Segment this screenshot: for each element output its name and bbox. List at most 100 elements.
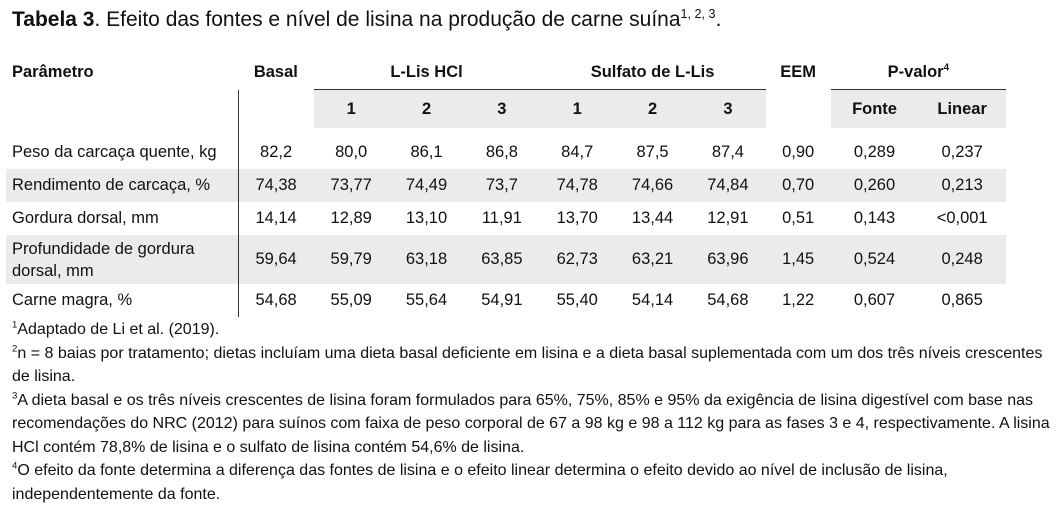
spacer-cell <box>615 128 690 136</box>
cell: 55,40 <box>556 291 598 309</box>
table-row: Gordura dorsal, mm 14,14 12,89 13,10 11,… <box>6 202 1006 235</box>
cell-eem: 1,45 <box>782 250 815 268</box>
cell: 87,5 <box>636 143 669 161</box>
footnote: 3A dieta basal e os três níveis crescent… <box>12 389 1052 460</box>
cell-linear: 0,248 <box>941 250 983 268</box>
subheader-sulfato-1: 1 <box>539 89 615 128</box>
cell-linear: 0,237 <box>941 143 983 161</box>
subheader-sulfato-3: 3 <box>690 89 766 128</box>
header-pvalor-text: P-valor <box>887 62 944 81</box>
header-pvalor: P-valor4 <box>831 55 1006 90</box>
row-label: Profundidade de gordura dorsal, mm <box>12 239 195 280</box>
cell: 54,14 <box>631 291 674 309</box>
cell-basal: 14,14 <box>237 202 314 235</box>
footnote-text: n = 8 baias por tratamento; dietas inclu… <box>12 344 1043 386</box>
cell: 55,64 <box>405 291 448 309</box>
row-label: Carne magra, % <box>12 291 133 309</box>
cell: 13,70 <box>556 209 598 227</box>
cell: 86,8 <box>485 143 518 161</box>
subheader-sulfato-2: 2 <box>614 89 691 128</box>
subheader-basal-empty <box>237 89 314 128</box>
cell: 54,91 <box>481 291 523 309</box>
spacer-cell <box>314 128 389 136</box>
footnote: 2n = 8 baias por tratamento; dietas incl… <box>12 342 1052 389</box>
cell: 86,1 <box>410 143 443 161</box>
row-label: Gordura dorsal, mm <box>12 209 159 227</box>
footnote-number: 3 <box>12 390 18 402</box>
footnote-text: A dieta basal e os três níveis crescente… <box>12 391 1050 456</box>
cell-basal: 82,2 <box>237 136 314 169</box>
spacer-cell <box>464 128 539 136</box>
table-title-footnote-refs: 1, 2, 3 <box>680 7 716 21</box>
header-parametro: Parâmetro <box>12 62 94 81</box>
cell-eem: 1,22 <box>782 291 815 309</box>
cell: 84,7 <box>561 143 594 161</box>
cell-eem: 0,90 <box>782 143 815 161</box>
header-basal: Basal <box>253 62 298 81</box>
footnote-number: 1 <box>12 319 18 331</box>
cell-basal: 59,64 <box>237 235 314 284</box>
cell: 11,91 <box>481 209 522 227</box>
subheader-eem-empty <box>766 90 831 129</box>
table-title-period: . <box>715 8 722 31</box>
spacer-cell <box>540 128 615 136</box>
table-title-number: Tabela 3 <box>12 8 95 31</box>
cell-fonte: 0,260 <box>853 176 896 194</box>
table-title-text: . Efeito das fontes e nível de lisina na… <box>94 8 681 31</box>
cell: 63,96 <box>707 250 749 268</box>
data-table: Parâmetro Basal L-Lis HCl Sulfato de L-L… <box>6 55 1006 317</box>
footnote-text: Adaptado de Li et al. (2019). <box>17 321 220 338</box>
table-row: Peso da carcaça quente, kg 82,2 80,0 86,… <box>6 136 1006 169</box>
header-eem: EEM <box>780 62 817 81</box>
cell: 12,91 <box>707 209 749 227</box>
subheader-row: 1 2 3 1 2 3 Fonte Linear <box>6 89 1006 129</box>
table-row: Profundidade de gordura dorsal, mm 59,64… <box>6 235 1006 284</box>
footnotes: 1Adaptado de Li et al. (2019). 2n = 8 ba… <box>12 318 1052 506</box>
cell: 59,79 <box>330 250 372 268</box>
header-sulfato: Sulfato de L-Lis <box>590 62 715 81</box>
row-label: Rendimento de carcaça, % <box>12 176 211 194</box>
subheader-llis-2: 2 <box>388 89 465 128</box>
footnote-number: 4 <box>12 460 18 472</box>
spacer-row <box>6 128 1006 136</box>
cell-fonte: 0,143 <box>853 209 896 227</box>
spacer-divider <box>237 128 314 136</box>
cell: 87,4 <box>711 143 744 161</box>
cell: 74,49 <box>405 176 448 194</box>
cell-linear: 0,865 <box>941 291 983 309</box>
cell-linear: <0,001 <box>936 209 988 227</box>
cell: 63,21 <box>631 250 674 268</box>
cell: 54,68 <box>707 291 749 309</box>
cell-fonte: 0,607 <box>853 291 896 309</box>
header-llis-hcl: L-Lis HCl <box>390 62 463 81</box>
spacer-cell <box>690 128 765 136</box>
cell: 63,18 <box>405 250 448 268</box>
subheader-empty <box>6 90 238 129</box>
cell-eem: 0,51 <box>782 209 815 227</box>
cell: 73,7 <box>485 176 518 194</box>
cell: 13,44 <box>631 209 674 227</box>
table-title: Tabela 3. Efeito das fontes e nível de l… <box>12 8 721 32</box>
cell: 73,77 <box>330 176 372 194</box>
subheader-linear: Linear <box>918 89 1006 128</box>
cell: 55,09 <box>330 291 372 309</box>
cell: 12,89 <box>330 209 372 227</box>
subheader-fonte: Fonte <box>830 89 919 128</box>
cell: 74,84 <box>707 176 749 194</box>
spacer-cell <box>389 128 464 136</box>
table-row: Rendimento de carcaça, % 74,38 73,77 74,… <box>6 169 1006 202</box>
spacer-cell <box>766 128 831 136</box>
header-pvalor-sup: 4 <box>943 62 950 73</box>
subheader-llis-3: 3 <box>464 89 540 128</box>
spacer-cell <box>6 128 238 136</box>
footnote: 1Adaptado de Li et al. (2019). <box>12 318 1052 342</box>
subheader-llis-1: 1 <box>313 89 389 128</box>
footnote: 4O efeito da fonte determina a diferença… <box>12 459 1052 506</box>
row-label: Peso da carcaça quente, kg <box>12 143 217 161</box>
cell: 63,85 <box>481 250 523 268</box>
cell-fonte: 0,289 <box>853 143 896 161</box>
cell: 13,10 <box>405 209 448 227</box>
footnote-number: 2 <box>12 343 18 355</box>
spacer-cell <box>831 128 919 136</box>
footnote-text: O efeito da fonte determina a diferença … <box>12 462 948 503</box>
